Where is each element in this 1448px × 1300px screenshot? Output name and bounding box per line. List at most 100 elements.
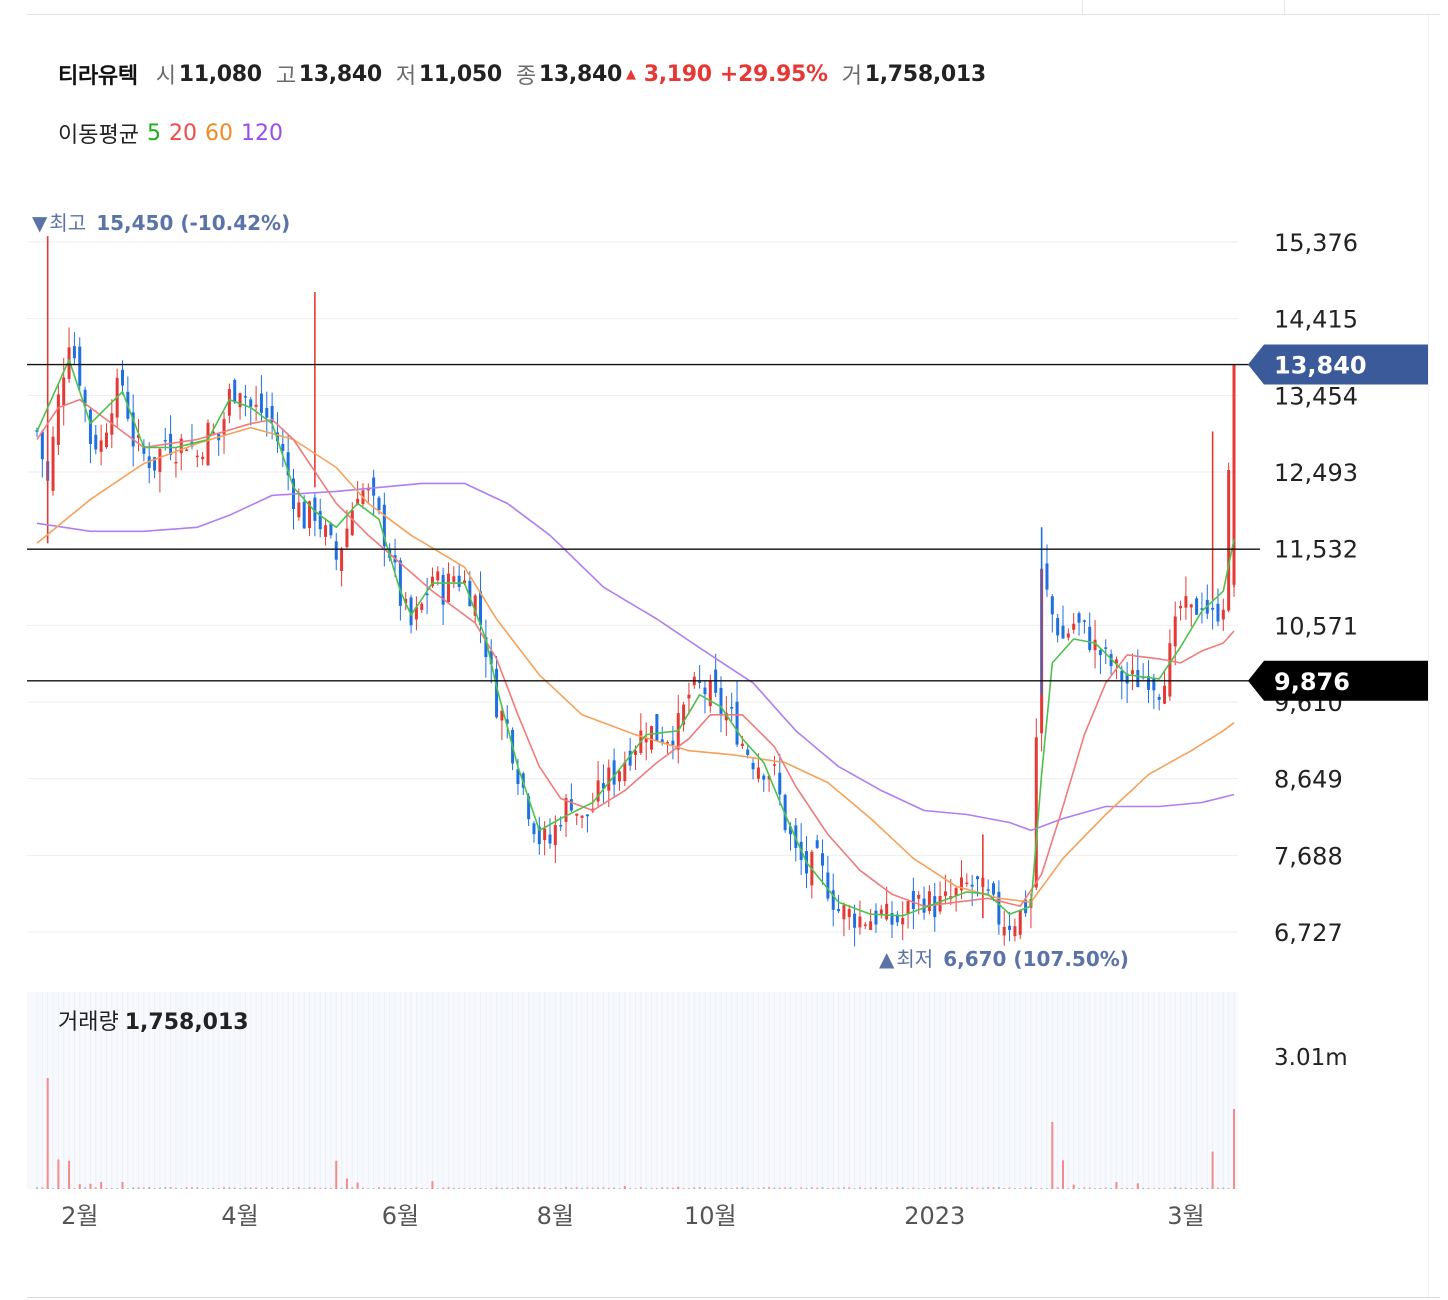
volume-bar xyxy=(677,1186,680,1189)
candle-body xyxy=(452,576,456,582)
candle-body xyxy=(730,706,734,709)
top-border xyxy=(27,14,1440,15)
volume-bar xyxy=(981,1187,984,1189)
volume-bar xyxy=(634,1188,637,1189)
volume-bar xyxy=(586,1187,589,1189)
candle-body xyxy=(1013,926,1017,937)
volume-bar xyxy=(329,1187,332,1189)
candle-body xyxy=(815,840,819,848)
candle-body xyxy=(366,488,370,491)
volume-bar xyxy=(725,1187,728,1189)
volume-bar xyxy=(148,1187,151,1189)
candle-body xyxy=(436,571,440,581)
candle-body xyxy=(479,591,483,626)
volume-bar xyxy=(549,1188,551,1189)
volume-bar xyxy=(752,1188,755,1189)
candle-body xyxy=(446,573,450,602)
candle-body xyxy=(976,876,979,880)
volume-bar xyxy=(623,1185,626,1189)
candle-body xyxy=(943,891,947,896)
candle-body xyxy=(992,883,996,895)
candle-body xyxy=(580,815,584,818)
volume-bar xyxy=(933,1187,936,1189)
top-divider xyxy=(1082,0,1083,14)
candle-body xyxy=(83,389,87,407)
volume-bar xyxy=(132,1187,135,1189)
ma60-line xyxy=(36,426,1235,904)
candle-body xyxy=(62,377,66,406)
volume-bar xyxy=(495,1187,498,1189)
candle-body xyxy=(895,914,899,923)
candle-body xyxy=(596,780,600,802)
volume-bar xyxy=(415,1187,418,1189)
moving-average-lines xyxy=(36,358,1235,917)
volume-bar xyxy=(864,1187,867,1189)
ma60-legend[interactable]: 60 xyxy=(204,120,233,146)
volume-bar xyxy=(255,1187,258,1189)
candle-body xyxy=(585,814,589,817)
volume-bar xyxy=(891,1188,893,1189)
volume-bar xyxy=(313,1187,316,1189)
candle-body xyxy=(425,593,429,596)
volume-bar xyxy=(917,1188,920,1189)
volume-bar xyxy=(1152,1188,1155,1189)
volume-bar xyxy=(399,1188,402,1189)
volume-bar xyxy=(597,1187,600,1189)
x-tick-label: 8월 xyxy=(537,1202,574,1230)
volume-bar xyxy=(671,1187,674,1189)
volume-bar xyxy=(923,1188,926,1189)
candle-body xyxy=(206,422,210,466)
volume-bar xyxy=(116,1188,119,1189)
candle-body xyxy=(308,501,312,529)
candle-body xyxy=(516,769,520,785)
candle-body xyxy=(708,681,712,707)
candle-body xyxy=(612,760,616,785)
volume-bar xyxy=(394,1187,397,1189)
volume-bar xyxy=(292,1187,295,1189)
volume-bar xyxy=(271,1187,274,1189)
candle-body xyxy=(671,740,675,745)
volume-bar xyxy=(490,1188,493,1189)
candle-body xyxy=(927,891,931,911)
volume-bar xyxy=(901,1187,904,1189)
volume-bar xyxy=(372,1188,375,1189)
candle-body xyxy=(201,456,205,460)
candle-body xyxy=(249,399,253,407)
candle-body xyxy=(826,872,830,899)
volume-bar xyxy=(720,1187,722,1189)
candle-body xyxy=(1024,899,1028,914)
candle-body xyxy=(703,687,707,695)
volume-bar xyxy=(613,1187,616,1189)
candle-body xyxy=(404,599,408,604)
candle-body xyxy=(275,432,279,442)
candle-body xyxy=(831,890,835,910)
volume-bar xyxy=(190,1187,193,1189)
open-label: 시 xyxy=(155,64,176,89)
volume-bar xyxy=(500,1187,503,1189)
volume-bar xyxy=(100,1182,103,1189)
volume-bar xyxy=(1072,1184,1075,1189)
candle-body xyxy=(484,636,488,658)
volume-bar xyxy=(319,1187,322,1189)
candle-body xyxy=(740,743,744,746)
volume-bar xyxy=(164,1187,167,1189)
candle-body xyxy=(313,497,317,521)
candle-body xyxy=(356,498,360,505)
ma20-legend[interactable]: 20 xyxy=(168,120,197,146)
candle-body xyxy=(660,739,664,743)
top-divider xyxy=(1284,0,1285,14)
volume-max-label: 3.01m xyxy=(1274,1045,1348,1071)
ma5-legend[interactable]: 5 xyxy=(146,120,161,146)
volume-bar xyxy=(1045,1188,1048,1189)
candle-body xyxy=(933,896,937,918)
candle-body xyxy=(644,737,648,743)
volume-bar xyxy=(1110,1187,1113,1189)
volume-bar xyxy=(858,1187,861,1189)
volume-bar xyxy=(447,1187,450,1189)
volume-bar xyxy=(1062,1160,1064,1189)
ma120-legend[interactable]: 120 xyxy=(240,120,283,146)
volume-bar xyxy=(736,1187,739,1189)
candle-body xyxy=(543,828,547,840)
current-price-tag: 13,840 xyxy=(1274,352,1367,380)
